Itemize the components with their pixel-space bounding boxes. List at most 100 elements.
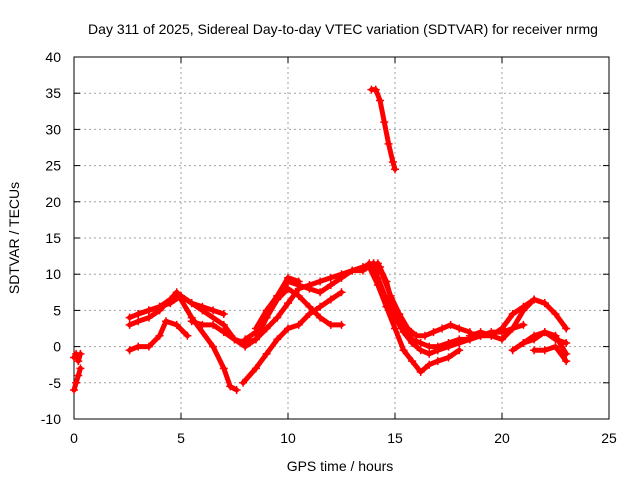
data-point <box>382 302 391 311</box>
data-point <box>371 85 380 94</box>
x-tick-label: 20 <box>494 430 510 446</box>
y-tick-label: 25 <box>45 158 61 174</box>
data-point <box>530 295 539 304</box>
data-point <box>187 317 196 326</box>
data-point <box>446 320 455 329</box>
data-point <box>433 342 442 351</box>
series-line <box>375 260 548 350</box>
data-point <box>209 320 218 329</box>
data-point <box>337 288 346 297</box>
data-point <box>134 342 143 351</box>
data-point <box>455 346 464 355</box>
chart-title: Day 311 of 2025, Sidereal Day-to-day VTE… <box>88 21 598 37</box>
data-point <box>230 335 239 344</box>
x-axis-label: GPS time / hours <box>287 458 394 474</box>
y-axis-label: SDTVAR / TECUs <box>6 182 22 294</box>
data-point <box>391 324 399 333</box>
data-point <box>273 335 282 344</box>
y-tick-label: -10 <box>41 411 61 427</box>
series-sat-c <box>367 85 399 174</box>
ticks: 0 5 10 15 20 25 -10 -5 0 5 10 15 20 25 30 35 40 <box>41 49 617 446</box>
series-line <box>467 297 569 342</box>
data-point <box>219 320 228 329</box>
data-point <box>239 378 248 387</box>
series-sat-s <box>530 342 571 366</box>
data-point <box>155 331 164 340</box>
data-point <box>508 310 517 319</box>
data-point <box>376 96 385 105</box>
data-point <box>416 338 425 347</box>
data-point <box>273 313 282 322</box>
data-point <box>373 259 382 268</box>
data-point <box>144 313 153 322</box>
data-point <box>382 277 391 286</box>
data-point <box>465 331 474 340</box>
data-point <box>125 346 134 355</box>
data-point <box>187 299 196 308</box>
data-point <box>251 335 260 344</box>
data-point <box>425 360 434 369</box>
data-point <box>337 320 346 329</box>
data-point <box>391 165 399 174</box>
data-point <box>144 342 153 351</box>
series-sat-i <box>239 288 346 387</box>
data-point <box>316 288 325 297</box>
y-tick-label: 5 <box>53 302 61 318</box>
series-sat-a <box>70 349 85 366</box>
data-point <box>388 157 397 166</box>
y-tick-label: 0 <box>53 339 61 355</box>
data-point <box>144 306 153 315</box>
data-point <box>74 371 83 380</box>
data-point <box>284 324 292 333</box>
data-point <box>562 338 571 347</box>
data-point <box>134 310 143 319</box>
data-point <box>498 324 506 333</box>
data-point <box>241 335 250 344</box>
data-point <box>399 320 408 329</box>
data-point <box>155 302 164 311</box>
data-layer <box>70 85 571 395</box>
data-point <box>284 284 292 293</box>
data-point <box>530 335 539 344</box>
x-tick-label: 10 <box>280 430 296 446</box>
data-point <box>70 386 78 395</box>
data-point <box>519 320 528 329</box>
data-point <box>551 342 560 351</box>
x-tick-label: 15 <box>387 430 403 446</box>
data-point <box>326 273 335 282</box>
y-tick-label: 20 <box>45 194 61 210</box>
data-point <box>438 324 447 333</box>
y-tick-label: 30 <box>45 121 61 137</box>
y-tick-label: -5 <box>49 375 62 391</box>
data-point <box>294 291 303 300</box>
x-tick-label: 5 <box>177 430 185 446</box>
x-tick-label: 0 <box>70 430 78 446</box>
data-point <box>508 324 517 333</box>
y-tick-label: 15 <box>45 230 61 246</box>
data-point <box>391 310 399 319</box>
data-point <box>412 331 421 340</box>
y-tick-label: 35 <box>45 85 61 101</box>
y-tick-label: 40 <box>45 49 61 65</box>
data-point <box>540 346 549 355</box>
data-point <box>416 367 425 376</box>
data-point <box>487 331 496 340</box>
series-sat-k <box>241 284 346 344</box>
data-point <box>384 139 393 148</box>
data-point <box>219 310 228 319</box>
data-point <box>326 295 335 304</box>
data-point <box>519 306 528 315</box>
data-point <box>273 295 282 304</box>
data-point <box>284 299 292 308</box>
data-point <box>425 342 434 351</box>
data-point <box>498 335 506 344</box>
data-point <box>294 281 303 290</box>
x-tick-label: 25 <box>601 430 617 446</box>
data-point <box>425 349 434 358</box>
data-point <box>209 306 218 315</box>
data-point <box>316 277 325 286</box>
data-point <box>251 364 260 373</box>
series-sat-b <box>70 364 85 395</box>
